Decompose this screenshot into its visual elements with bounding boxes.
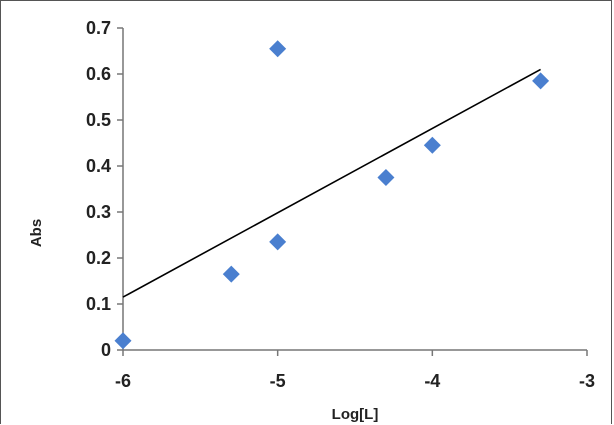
y-tick-label: 0.7 xyxy=(86,18,111,38)
y-tick-label: 0 xyxy=(101,340,111,360)
data-point xyxy=(532,72,550,90)
tick-labels: 0 0.1 0.2 0.3 0.4 0.5 0.6 0.7 -6 -5 -4 -3 xyxy=(86,18,595,391)
y-tick-label: 0.6 xyxy=(86,64,111,84)
data-point xyxy=(114,332,132,350)
x-tick-label: -3 xyxy=(579,371,595,391)
axes xyxy=(117,27,588,356)
y-tick-label: 0.2 xyxy=(86,248,111,268)
data-points xyxy=(114,40,550,350)
data-point xyxy=(269,40,287,58)
x-tick-label: -6 xyxy=(115,371,131,391)
y-axis-title: Abs xyxy=(28,219,45,247)
trendline xyxy=(122,68,541,298)
trendline-group xyxy=(122,68,541,298)
x-axis-title: Log[L] xyxy=(332,406,379,423)
data-point xyxy=(222,265,240,283)
x-tick-label: -4 xyxy=(424,371,440,391)
y-tick-label: 0.4 xyxy=(86,156,111,176)
y-tick-label: 0.1 xyxy=(86,294,111,314)
data-point xyxy=(423,136,441,154)
data-point xyxy=(269,233,287,251)
x-tick-label: -5 xyxy=(270,371,286,391)
y-tick-label: 0.3 xyxy=(86,202,111,222)
y-tick-label: 0.5 xyxy=(86,110,111,130)
data-point xyxy=(377,169,395,186)
